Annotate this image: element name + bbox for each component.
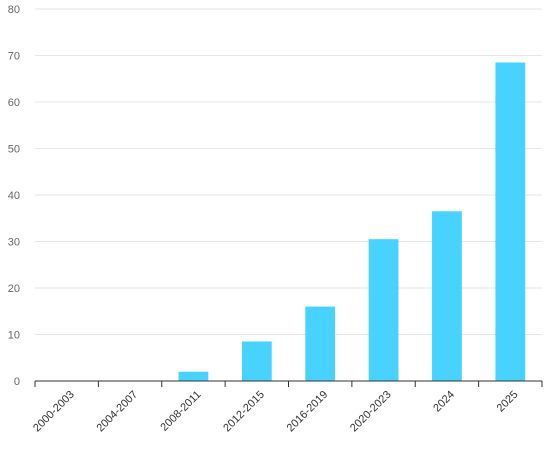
bar-2024[interactable]: [432, 211, 462, 381]
x-tick-label: 2000-2003: [31, 389, 77, 435]
gridlines: [35, 8, 542, 335]
y-tick-label: 60: [8, 97, 20, 109]
y-tick-label: 10: [8, 330, 20, 342]
x-tick-label: 2016-2019: [285, 389, 331, 435]
x-tick-label: 2025: [495, 389, 521, 415]
bar-2016-2019[interactable]: [305, 306, 336, 381]
x-axis: 2000-2003 2004-2007 2008-2011 2012-2015 2016…: [31, 380, 543, 435]
y-axis-ticks: 0 10 20 30 40 50 60 70 80: [8, 4, 20, 388]
bar-2025[interactable]: [495, 62, 526, 381]
x-tick-label: 2008-2011: [158, 389, 203, 434]
x-tick-label: 2004-2007: [94, 389, 140, 435]
y-tick-label: 80: [8, 4, 20, 16]
x-tick-label: 2024: [431, 389, 457, 415]
bar-2020-2023[interactable]: [368, 239, 399, 381]
y-tick-label: 30: [8, 237, 20, 249]
y-tick-label: 50: [8, 144, 20, 156]
x-tick-label: 2012-2015: [221, 389, 267, 435]
bar-2008-2011[interactable]: [178, 371, 209, 381]
y-tick-label: 0: [14, 376, 20, 388]
y-tick-label: 20: [8, 283, 20, 295]
y-tick-label: 40: [8, 190, 20, 202]
bars: [178, 62, 526, 381]
x-tick-label: 2020-2023: [348, 389, 394, 435]
y-tick-label: 70: [8, 51, 20, 63]
bar-2012-2015[interactable]: [241, 341, 272, 381]
